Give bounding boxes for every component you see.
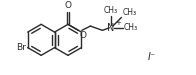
Text: O: O <box>79 31 86 40</box>
Text: +: + <box>115 20 121 26</box>
Text: N: N <box>107 23 115 33</box>
Text: Br: Br <box>16 43 26 52</box>
Text: I⁻: I⁻ <box>147 52 155 62</box>
Text: O: O <box>64 1 72 10</box>
Text: CH₃: CH₃ <box>124 23 138 32</box>
Text: CH₃: CH₃ <box>104 6 118 15</box>
Text: CH₃: CH₃ <box>122 8 136 17</box>
